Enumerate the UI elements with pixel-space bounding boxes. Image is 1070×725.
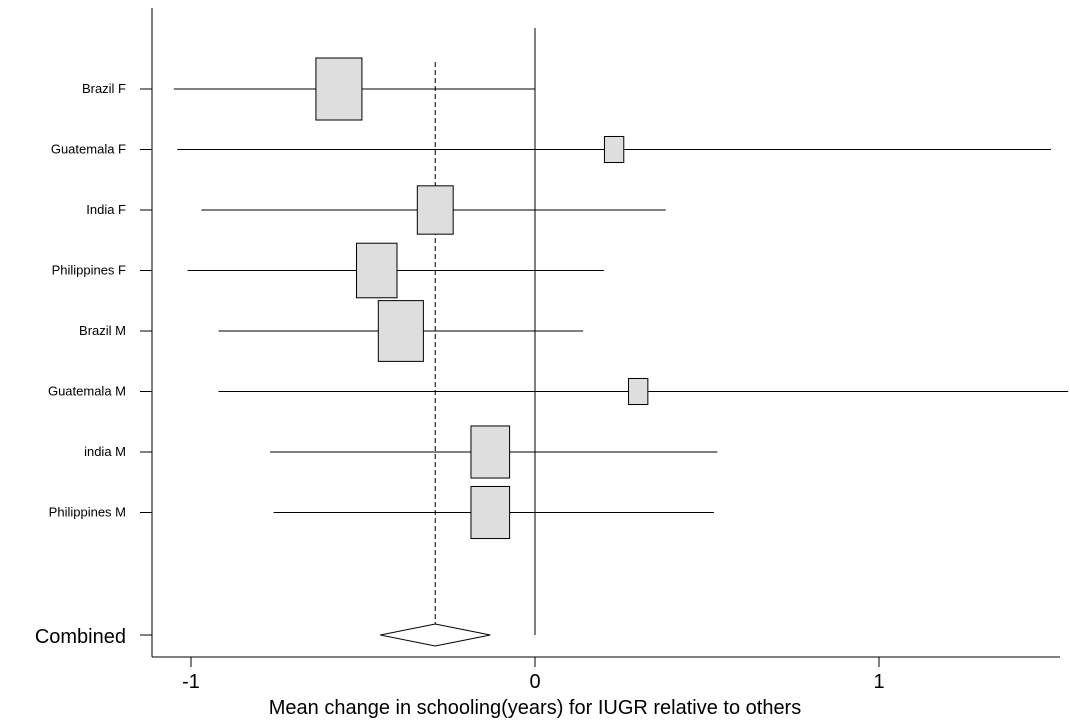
- x-tick-label: 0: [529, 671, 540, 693]
- combined-diamond: [380, 623, 491, 647]
- study-label: Brazil M: [79, 323, 126, 338]
- axes: [151, 8, 1060, 658]
- estimate-box: [315, 57, 363, 121]
- study-label: Guatemala F: [51, 142, 126, 157]
- study-label: Philippines F: [52, 263, 126, 278]
- estimate-box: [470, 425, 511, 479]
- chart-labels: Brazil F Guatemala F India F Philippines F B…: [35, 81, 885, 693]
- study-label: Brazil F: [82, 81, 126, 96]
- x-axis-title: Mean change in schooling(years) for IUGR…: [269, 697, 801, 719]
- x-tick-label: -1: [182, 671, 200, 693]
- estimate-box: [603, 135, 625, 164]
- study-label: india M: [84, 444, 126, 459]
- estimate-box: [470, 485, 511, 540]
- x-tick-label: 1: [873, 671, 884, 693]
- chart-marks: [140, 28, 1069, 667]
- study-label: Philippines M: [49, 505, 126, 520]
- study-label: Guatemala M: [48, 384, 126, 399]
- combined-label: Combined: [35, 626, 126, 648]
- study-label: India F: [86, 202, 126, 217]
- estimate-box: [356, 242, 398, 299]
- estimate-box: [416, 185, 454, 235]
- estimate-box: [628, 377, 649, 406]
- estimate-box: [377, 300, 424, 362]
